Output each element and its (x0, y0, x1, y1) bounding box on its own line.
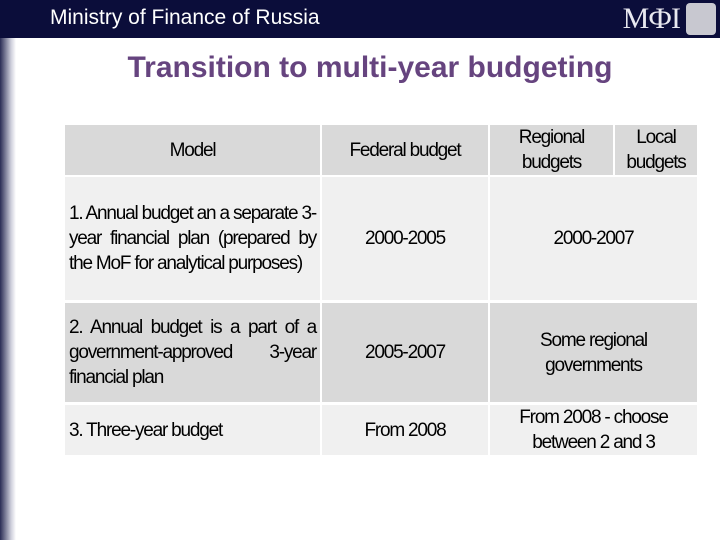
column-header: Federal budget (322, 125, 488, 175)
federal-cell: 2000-2005 (322, 177, 488, 300)
slide-title: Transition to multi-year budgeting (127, 51, 613, 84)
column-header: Model (65, 125, 320, 175)
header-bar (0, 0, 720, 38)
subnational-cell: Some regional governments (490, 303, 697, 402)
column-header: Regional budgets (490, 125, 613, 175)
organization: Ministry of Finance of Russia (50, 6, 320, 29)
subnational-cell: 2000-2007 (490, 177, 697, 300)
model-cell: 1. Annual budget an a separate 3-year fi… (65, 177, 320, 300)
model-cell: 2. Annual budget is a part of a governme… (65, 303, 320, 402)
side-bar (0, 38, 16, 540)
federal-cell: From 2008 (322, 405, 488, 455)
column-header: Local budgets (615, 125, 697, 175)
emblem (686, 3, 716, 35)
cell-text: 1. Annual budget an a separate 3-year fi… (69, 203, 317, 274)
model-cell: 3. Three-year budget (65, 405, 320, 455)
logo: MФI (622, 2, 681, 35)
subnational-cell: From 2008 - choose between 2 and 3 (490, 405, 697, 455)
federal-cell: 2005-2007 (322, 303, 488, 402)
cell-text: 2. Annual budget is a part of a governme… (69, 317, 317, 388)
